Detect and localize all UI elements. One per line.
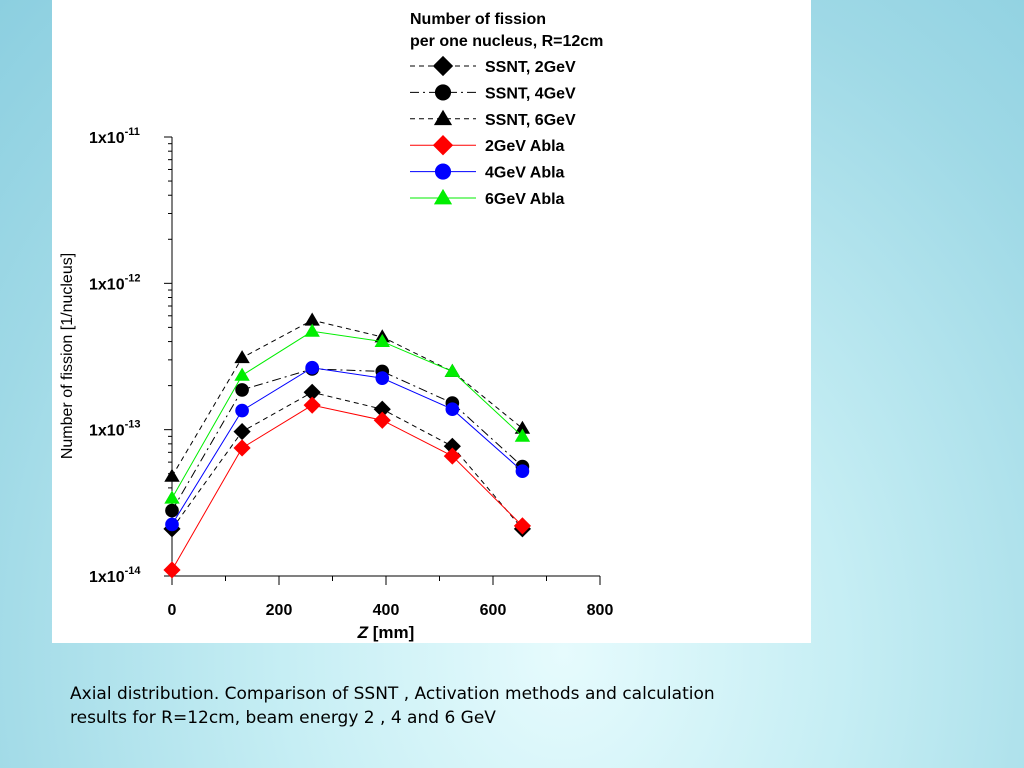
y-tick-label: 1x10-12 xyxy=(89,272,141,293)
legend-marker xyxy=(433,188,453,205)
data-point xyxy=(234,350,250,364)
series-line xyxy=(171,404,523,571)
data-point xyxy=(513,517,532,535)
data-point xyxy=(374,333,390,347)
legend-marker xyxy=(433,109,453,126)
legend-label: SSNT, 2GeV xyxy=(485,59,576,76)
data-point xyxy=(235,403,249,418)
data-point xyxy=(445,402,460,417)
caption-line-2: results for R=12cm, beam energy 2 , 4 an… xyxy=(70,708,496,728)
y-tick-label: 1x10-14 xyxy=(89,565,141,586)
legend-label: SSNT, 6GeV xyxy=(485,112,576,129)
x-tick-label: 0 xyxy=(168,602,177,619)
chart-plot: 1x10-14 1x10-13 1x10-12 1x10-11 0 200 400 600 80… xyxy=(59,11,614,642)
data-point xyxy=(515,464,530,479)
legend-title-line: per one nucleus, R=12cm xyxy=(410,33,603,50)
data-point xyxy=(233,423,251,441)
series-line xyxy=(171,319,523,477)
data-point xyxy=(304,323,320,337)
slide-caption: Axial distribution. Comparison of SSNT ,… xyxy=(70,682,830,730)
legend-label: SSNT, 4GeV xyxy=(485,85,576,102)
data-point xyxy=(514,420,531,434)
x-tick-label: 400 xyxy=(373,602,400,619)
data-point xyxy=(235,383,249,397)
legend-label: 4GeV Abla xyxy=(485,165,565,182)
y-tick-label: 1x10-13 xyxy=(89,419,141,440)
data-point xyxy=(303,383,321,401)
x-axis-label: Z [mm] xyxy=(357,623,415,642)
y-tick-label: 1x10-11 xyxy=(89,126,140,147)
caption-line-1: Axial distribution. Comparison of SSNT ,… xyxy=(70,684,715,704)
legend-marker xyxy=(432,135,454,156)
data-point xyxy=(443,447,461,465)
legend-marker xyxy=(434,163,452,180)
chart-figure: 1x10-14 1x10-13 1x10-12 1x10-11 0 200 400 600 80… xyxy=(52,0,811,643)
series-line xyxy=(171,330,523,499)
x-tick-label: 200 xyxy=(266,602,293,619)
data-point xyxy=(164,490,180,504)
data-point xyxy=(375,371,390,385)
data-point xyxy=(443,437,461,455)
data-point xyxy=(373,400,391,418)
data-point xyxy=(305,360,319,375)
data-point xyxy=(164,468,180,482)
legend-marker xyxy=(432,55,454,77)
data-point xyxy=(234,367,250,381)
data-point xyxy=(165,517,179,532)
data-point xyxy=(304,312,320,326)
data-point xyxy=(373,411,391,429)
series-line xyxy=(171,367,523,525)
data-point xyxy=(514,428,531,442)
legend-marker xyxy=(434,84,452,101)
legend-label: 2GeV Abla xyxy=(485,138,565,155)
data-point xyxy=(233,439,251,457)
legend-label: 6GeV Abla xyxy=(485,191,565,208)
data-point xyxy=(163,561,181,579)
legend-title-line: Number of fission xyxy=(410,11,546,28)
series-line xyxy=(171,368,523,511)
series-line xyxy=(171,391,523,530)
x-tick-label: 800 xyxy=(587,602,614,619)
data-point xyxy=(303,396,321,414)
y-axis-label: Number of fission [1/nucleus] xyxy=(59,253,76,459)
data-point xyxy=(165,503,179,518)
x-tick-label: 600 xyxy=(480,602,507,619)
data-point xyxy=(444,363,461,377)
